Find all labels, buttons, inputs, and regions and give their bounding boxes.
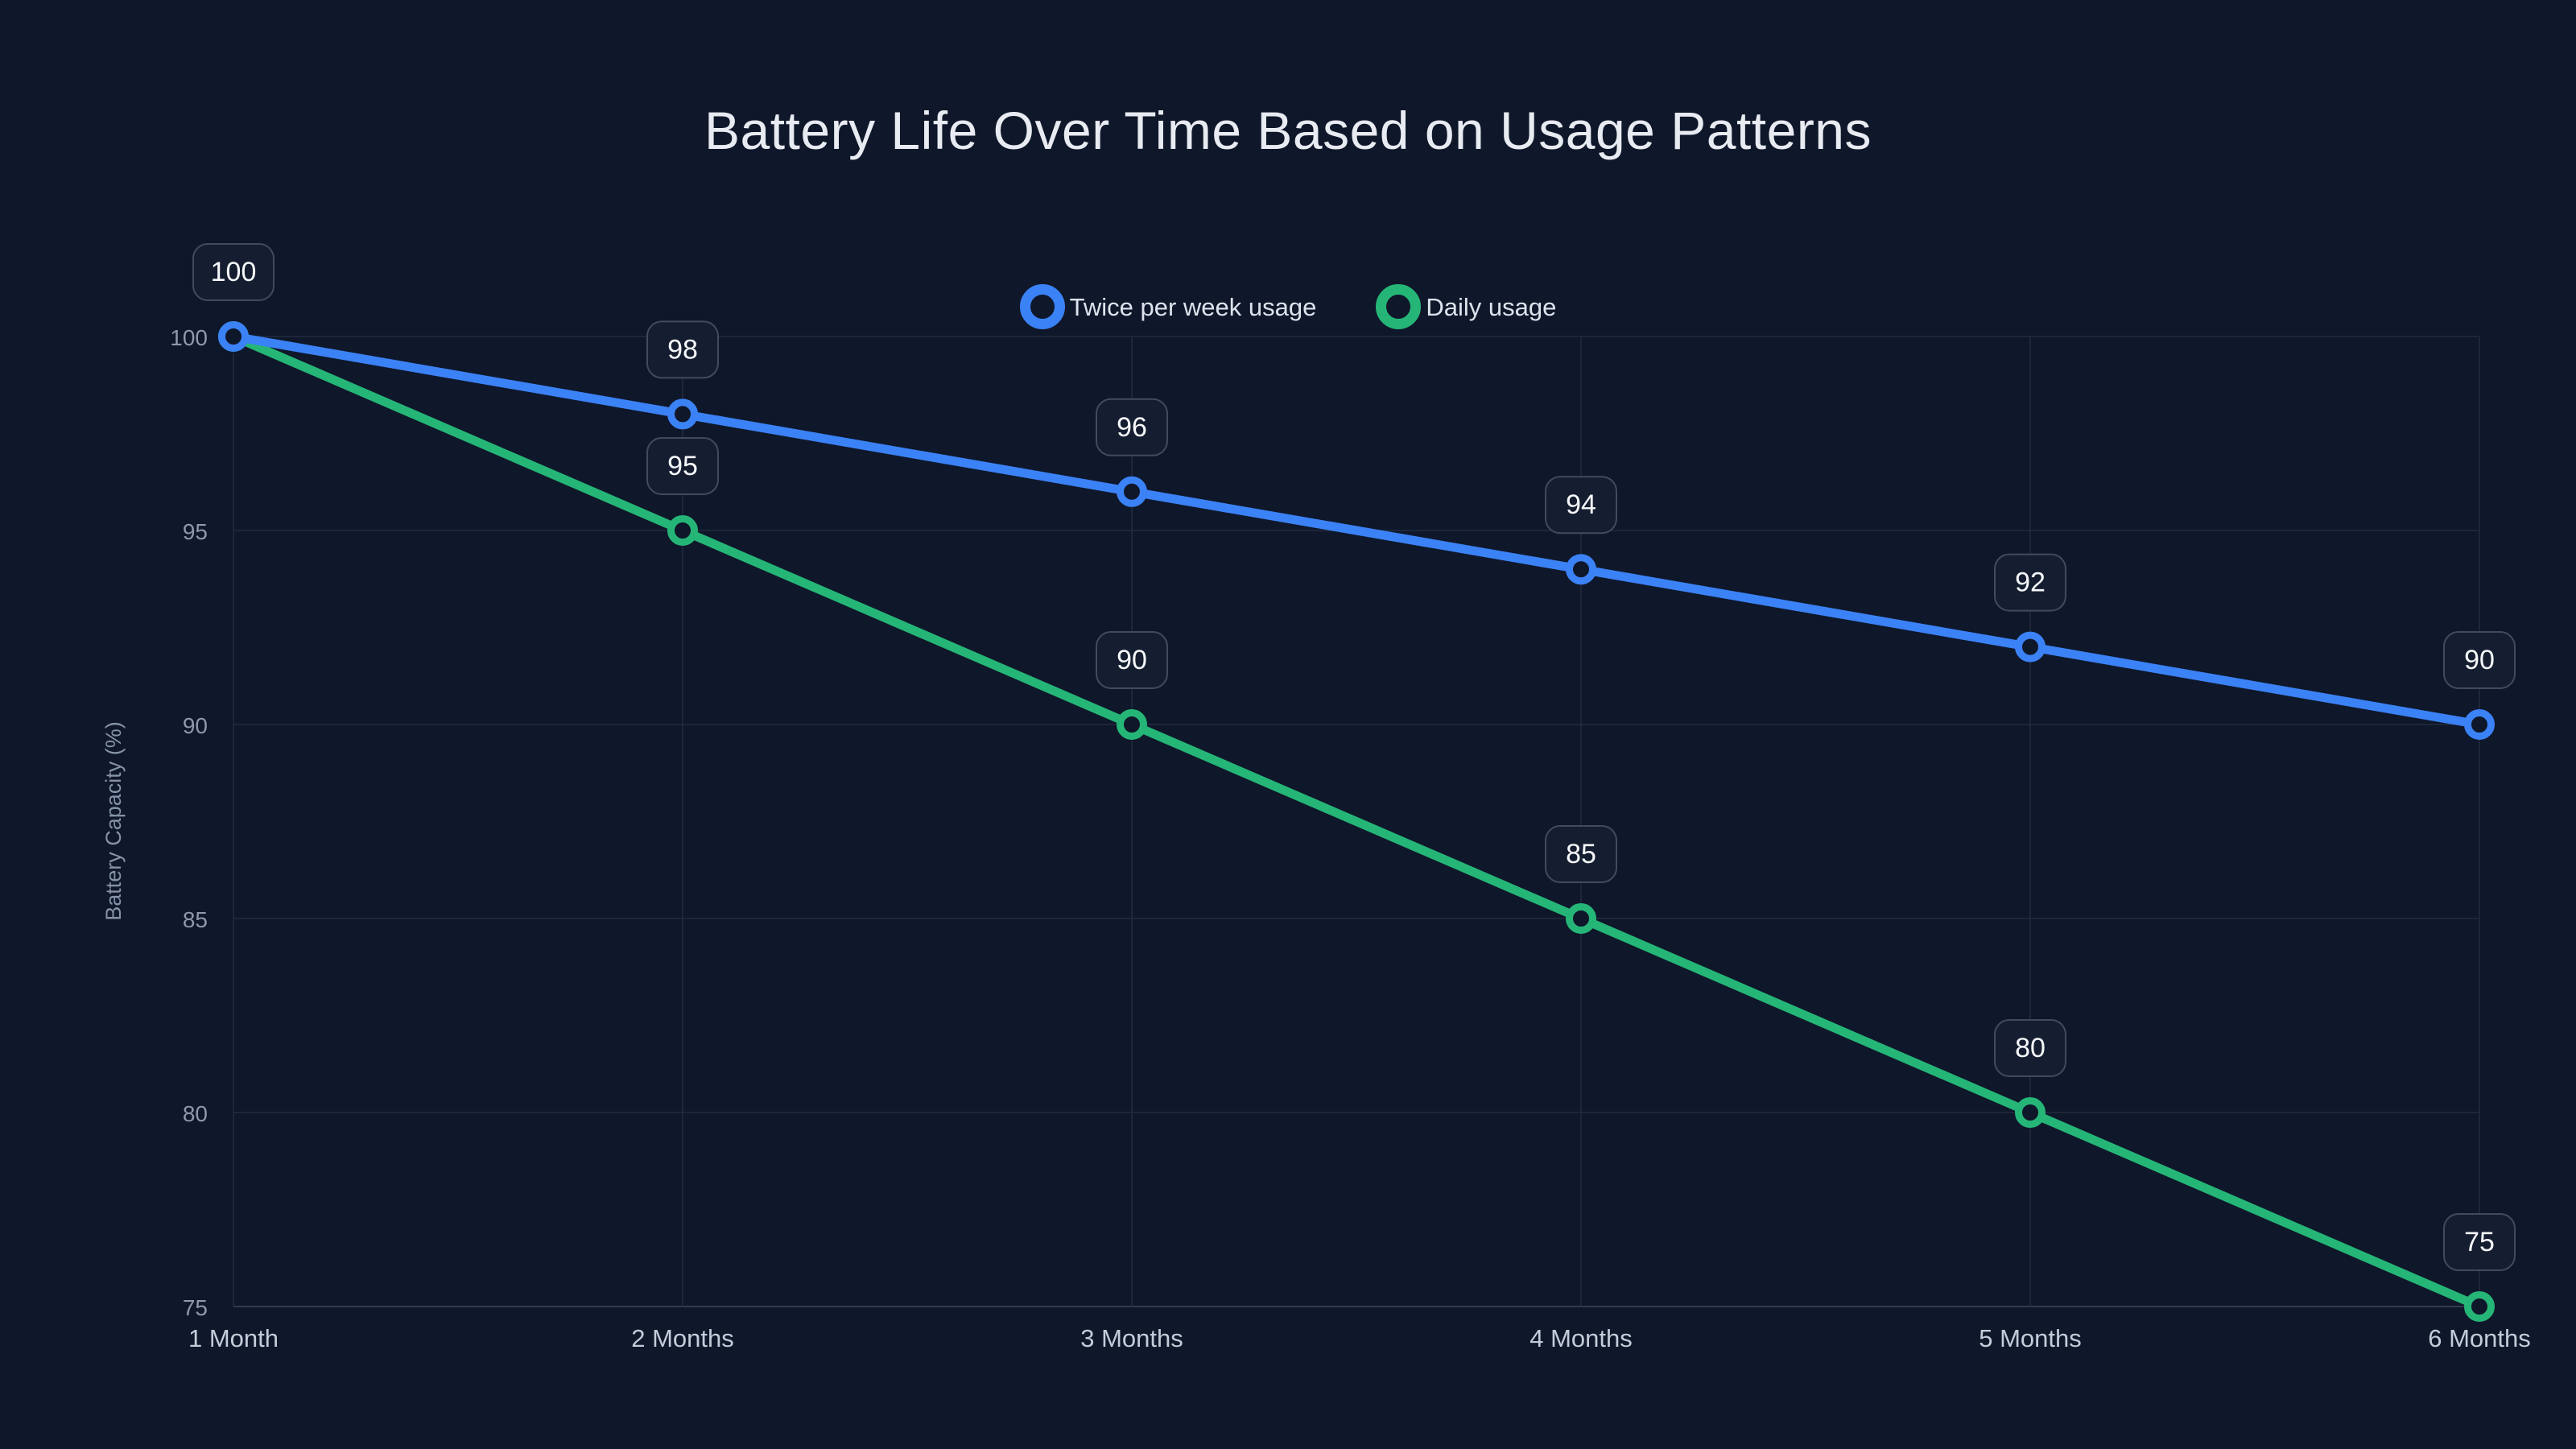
legend: Twice per week usage Daily usage bbox=[0, 283, 2576, 330]
x-axis-label: 5 Months bbox=[1979, 1324, 2082, 1352]
data-label-badge-box bbox=[1545, 476, 1617, 535]
x-axis-label: 6 Months bbox=[2428, 1324, 2531, 1352]
data-label-value: 90 bbox=[2464, 645, 2495, 675]
data-label-badge: 85 bbox=[1545, 825, 1617, 883]
data-label-badge: 90 bbox=[1096, 631, 1168, 689]
data-label-value: 90 bbox=[1117, 645, 1147, 675]
data-label-badge-box bbox=[192, 243, 275, 301]
x-axis-label: 3 Months bbox=[1080, 1324, 1183, 1352]
x-axis-label: 4 Months bbox=[1530, 1324, 1633, 1352]
data-label-badge-box bbox=[646, 437, 719, 495]
x-axis-label: 2 Months bbox=[631, 1324, 734, 1352]
x-axis-label: 1 Month bbox=[188, 1324, 279, 1352]
data-label-badge: 92 bbox=[1994, 553, 2066, 612]
data-point-twice-per-week-usage[interactable] bbox=[1117, 476, 1147, 507]
legend-label: Twice per week usage bbox=[1069, 292, 1317, 321]
y-tick-label: 85 bbox=[183, 907, 208, 932]
chart-title: Battery Life Over Time Based on Usage Pa… bbox=[704, 101, 1872, 160]
y-tick-label: 75 bbox=[183, 1295, 208, 1320]
data-point-daily-usage[interactable] bbox=[1117, 709, 1147, 740]
y-tick-label: 95 bbox=[183, 519, 208, 544]
data-label-value: 80 bbox=[2015, 1033, 2046, 1063]
data-point-twice-per-week-usage[interactable] bbox=[1566, 554, 1596, 585]
y-tick-label: 80 bbox=[183, 1101, 208, 1126]
data-label-value: 75 bbox=[2464, 1227, 2495, 1257]
data-point-daily-usage[interactable] bbox=[1566, 903, 1596, 934]
data-label-value: 98 bbox=[667, 334, 698, 365]
series-line-daily-usage[interactable] bbox=[229, 332, 2484, 1311]
data-point-daily-usage[interactable] bbox=[2015, 1097, 2046, 1128]
data-label-badge: 98 bbox=[646, 320, 719, 379]
data-label-value: 92 bbox=[2015, 568, 2046, 598]
data-label-value: 96 bbox=[1117, 412, 1147, 443]
data-point-twice-per-week-usage[interactable] bbox=[218, 321, 249, 352]
data-label-badge-box bbox=[1994, 1019, 2066, 1077]
data-point-daily-usage[interactable] bbox=[667, 515, 698, 546]
data-label-value: 100 bbox=[211, 257, 257, 287]
data-label-value: 95 bbox=[667, 451, 698, 481]
data-label-value: 85 bbox=[1566, 839, 1596, 869]
y-tick-label: 100 bbox=[170, 325, 208, 350]
y-tick-label: 90 bbox=[183, 713, 208, 738]
data-point-daily-usage[interactable] bbox=[2464, 1291, 2495, 1322]
data-label-badge-box bbox=[2443, 1213, 2516, 1271]
data-label-badge: 96 bbox=[1096, 398, 1168, 456]
data-point-twice-per-week-usage[interactable] bbox=[2015, 631, 2046, 663]
data-label-badge-box bbox=[1994, 553, 2066, 612]
data-point-twice-per-week-usage[interactable] bbox=[667, 398, 698, 430]
data-label-badge-box bbox=[1096, 398, 1168, 456]
data-label-badge: 94 bbox=[1545, 476, 1617, 535]
data-label-badge-box bbox=[646, 320, 719, 379]
data-point-twice-per-week-usage[interactable] bbox=[2464, 709, 2495, 740]
data-label-value: 94 bbox=[1566, 489, 1596, 520]
data-label-badge: 90 bbox=[2443, 631, 2516, 689]
legend-item-twice-per-week-usage[interactable]: Twice per week usage bbox=[1019, 284, 1317, 329]
data-label-badge-box bbox=[1096, 631, 1168, 689]
data-label-badge: 80 bbox=[1994, 1019, 2066, 1077]
data-label-badge: 75 bbox=[2443, 1213, 2516, 1271]
data-label-badge: 100 bbox=[192, 243, 275, 301]
series-line-twice-per-week-usage[interactable] bbox=[229, 332, 2484, 729]
data-label-badge-box bbox=[1545, 825, 1617, 883]
y-axis-title: Battery Capacity (%) bbox=[101, 721, 126, 921]
data-label-badge: 95 bbox=[646, 437, 719, 495]
data-label-badge-box bbox=[2443, 631, 2516, 689]
legend-item-daily-usage[interactable]: Daily usage bbox=[1376, 284, 1556, 329]
legend-label: Daily usage bbox=[1426, 292, 1557, 321]
